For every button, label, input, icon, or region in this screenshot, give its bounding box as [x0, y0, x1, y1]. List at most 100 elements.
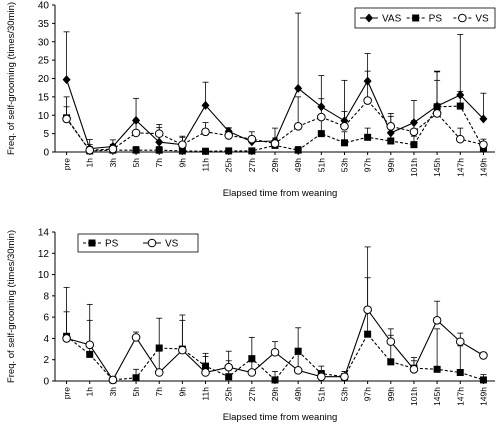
- series-ps-point: [387, 137, 395, 145]
- series-vas-point: [155, 137, 164, 147]
- legend: PS VS: [77, 233, 199, 253]
- x-tick-label: 7h: [154, 158, 164, 168]
- legend-marker: [458, 13, 467, 23]
- y-tick-label: 4: [43, 334, 49, 345]
- series-vs-point: [247, 368, 257, 377]
- y-tick-label: 0: [43, 377, 49, 388]
- y-tick-label: 6: [43, 313, 49, 324]
- series-vs: [62, 277, 488, 385]
- x-tick-label: 27h: [247, 387, 257, 401]
- series-ps-point: [364, 330, 372, 338]
- series-vs-point: [293, 121, 303, 131]
- series-vs-point: [201, 368, 210, 377]
- y-tick-label: 40: [38, 1, 50, 12]
- series-vs-point: [62, 334, 71, 343]
- series-ps-point: [132, 146, 140, 154]
- series-ps-point: [225, 373, 233, 381]
- series-vs-point: [363, 96, 372, 105]
- x-axis-title: Elapsed time from weaning: [223, 188, 338, 199]
- series-vs-point: [154, 129, 164, 138]
- series-ps-point: [155, 344, 163, 352]
- series-vs-point: [224, 362, 233, 372]
- x-tick-label: 53h: [339, 158, 349, 172]
- x-tick-label: 51h: [316, 158, 326, 172]
- series-vs-point: [108, 144, 118, 154]
- series-vs-point: [293, 366, 303, 375]
- x-tick-label: 1h: [85, 387, 95, 397]
- x-tick-label: 53h: [339, 387, 349, 401]
- x-tick-label: 11h: [201, 158, 211, 172]
- series-ps-point: [364, 133, 372, 141]
- x-tick-label: 145h: [432, 158, 442, 177]
- y-tick-label: 8: [43, 291, 49, 302]
- series-ps-point: [317, 130, 325, 138]
- series-vs-point: [270, 347, 280, 357]
- legend-marker: [412, 14, 420, 22]
- x-tick-label: 3h: [108, 158, 118, 168]
- y-tick-label: 10: [38, 111, 50, 122]
- series-ps-point: [433, 365, 441, 373]
- x-tick-label: 29h: [270, 158, 280, 172]
- x-axis-title: Elapsed time from weaning: [223, 412, 338, 423]
- series-vs-point: [154, 368, 164, 377]
- y-tick-label: 20: [38, 74, 50, 85]
- x-tick-label: 99h: [386, 158, 396, 172]
- x-tick-label: 97h: [363, 158, 373, 172]
- x-tick-label: 51h: [316, 387, 326, 401]
- series-vs-point: [432, 316, 442, 325]
- x-tick-label: 3h: [108, 387, 118, 397]
- series-vs-point: [317, 112, 326, 122]
- x-tick-label: 147h: [455, 158, 465, 177]
- series-ps-point: [387, 358, 395, 366]
- x-tick-label: 49h: [293, 387, 303, 401]
- series-vs-point: [432, 109, 442, 118]
- series-ps-point: [294, 146, 302, 154]
- x-tick-label: 149h: [478, 158, 488, 177]
- x-tick-label: 7h: [154, 387, 164, 397]
- series-vas-point: [132, 115, 141, 125]
- x-tick-label: 25h: [224, 158, 234, 172]
- series-ps-point: [410, 141, 418, 149]
- x-tick-label: 9h: [177, 387, 187, 397]
- series-ps-point: [86, 350, 94, 358]
- series-vs-point: [455, 337, 465, 346]
- series-ps-point: [132, 374, 140, 382]
- y-tick-label: 12: [38, 249, 50, 260]
- x-tick-label: 29h: [270, 387, 280, 401]
- series-vs-point: [455, 134, 465, 144]
- series-ps-point: [178, 147, 186, 155]
- series-vs-point: [201, 127, 210, 137]
- y-tick-label: 35: [38, 19, 50, 30]
- x-tick-label: 11h: [201, 387, 211, 401]
- chart-top: 0 5 10 15 20 25 30 35 40 pre 1h 3h 5h 7h 9h 11h 25h 27h 29…: [6, 1, 496, 199]
- series-ps-point: [155, 146, 163, 154]
- chart-bottom: 0 2 4 6 8 10 12 14 pre 1h 3h 5h 7h 9h 11h 25h 27h 29h 49h 5…: [6, 228, 495, 423]
- series-ps-point: [202, 147, 210, 155]
- series-vs-point: [178, 140, 187, 149]
- x-tick-label: 149h: [478, 387, 488, 406]
- series-ps-point: [225, 147, 233, 155]
- x-tick-label: 25h: [224, 387, 234, 401]
- series-vs-point: [409, 127, 419, 137]
- series-vs-point: [178, 345, 187, 355]
- series-vs-point: [247, 134, 257, 144]
- y-tick-label: 0: [43, 148, 49, 159]
- legend-marker: [365, 13, 373, 23]
- y-tick-label: 2: [43, 355, 49, 366]
- x-tick-label: 5h: [131, 158, 141, 168]
- x-tick-label: 97h: [363, 387, 373, 401]
- y-axis-title: Freq. of self-grooming (times/30min): [6, 2, 17, 155]
- x-tick-label: 1h: [85, 158, 95, 168]
- x-tick-label: 99h: [386, 387, 396, 401]
- legend-label: VAS: [382, 14, 402, 25]
- y-tick-label: 10: [38, 270, 50, 281]
- series-vs-point: [363, 305, 372, 314]
- x-tick-label: 5h: [131, 387, 141, 397]
- y-axis-title: Freq. of self-grooming (times/30min): [6, 230, 17, 383]
- y-tick-label: 30: [38, 37, 50, 48]
- series-ps-point: [248, 355, 256, 363]
- series-ps-point: [294, 347, 302, 355]
- series-vs-point: [131, 128, 141, 138]
- series-ps: [63, 246, 487, 384]
- series-vs-point: [479, 140, 488, 149]
